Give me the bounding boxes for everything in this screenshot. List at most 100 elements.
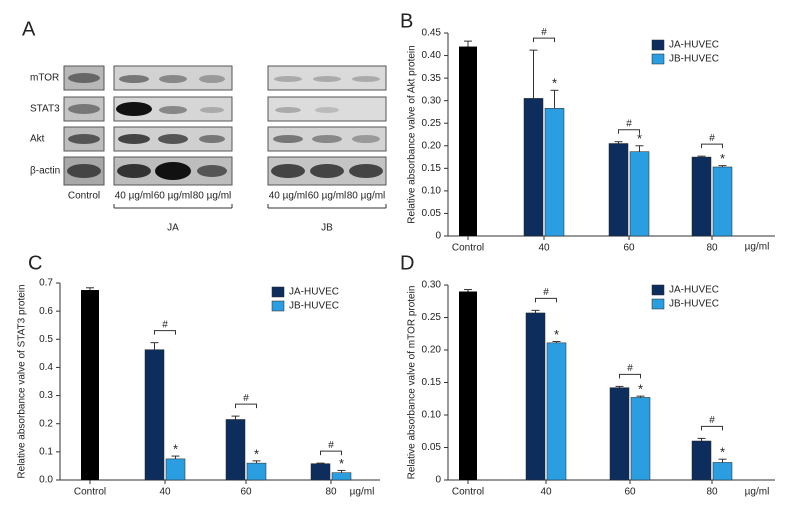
bar — [712, 462, 733, 481]
group-label: JA — [167, 223, 179, 234]
band — [199, 135, 225, 143]
lane-label: 40 µg/ml — [269, 191, 308, 202]
band — [197, 165, 227, 177]
y-tick-label: 0.25 — [422, 118, 442, 129]
band — [116, 102, 152, 116]
band — [200, 107, 224, 113]
x-tick-label: 60 — [623, 243, 635, 254]
y-tick-label: 0.15 — [422, 377, 442, 388]
row-label: Akt — [30, 134, 45, 145]
bar — [81, 290, 99, 480]
row-label: β-actin — [30, 166, 60, 177]
y-tick-label: 0.45 — [422, 28, 442, 39]
band — [352, 76, 380, 82]
y-axis-label: Relative absorbance valve of STAT3 prote… — [17, 284, 28, 478]
y-tick-label: 0.05 — [422, 208, 442, 219]
x-tick-label: 80 — [325, 487, 337, 498]
y-tick-label: 0.3 — [39, 390, 53, 401]
legend-swatch — [271, 286, 285, 298]
band — [68, 104, 100, 114]
bar — [608, 143, 629, 237]
band — [313, 76, 341, 82]
significance-mark: * — [720, 151, 725, 166]
bar — [609, 387, 630, 481]
row-label: STAT3 — [30, 104, 60, 115]
legend-swatch — [651, 298, 665, 310]
significance-mark: * — [254, 446, 259, 461]
pair-mark: # — [243, 393, 249, 404]
y-tick-label: 0.30 — [422, 95, 442, 106]
x-tick-label: 80 — [706, 487, 718, 498]
band — [199, 75, 225, 83]
row-label: mTOR — [30, 73, 59, 84]
band — [68, 73, 100, 83]
y-tick-label: 0.05 — [422, 442, 442, 453]
y-tick-label: 0.20 — [422, 140, 442, 151]
bar — [144, 349, 165, 481]
band — [315, 107, 339, 113]
y-tick-label: 0 — [435, 231, 441, 242]
x-tick-label: 80 — [706, 243, 718, 254]
pair-mark: # — [709, 415, 715, 426]
band — [118, 134, 150, 144]
significance-mark: * — [173, 442, 178, 457]
pair-mark: # — [328, 440, 334, 451]
bar — [544, 108, 565, 237]
y-tick-label: 0.4 — [39, 362, 53, 373]
significance-mark: * — [720, 445, 725, 460]
x-tick-label: 60 — [624, 487, 636, 498]
bar — [629, 151, 650, 237]
legend-label: JA-HUVEC — [669, 40, 719, 51]
band — [68, 134, 100, 144]
pair-bracket — [701, 425, 723, 431]
bar — [165, 458, 186, 481]
pair-bracket — [535, 297, 557, 303]
x-tick-label: 40 — [538, 243, 550, 254]
x-unit: µg/ml — [745, 242, 770, 253]
lane-label: 60 µg/ml — [154, 191, 193, 202]
y-axis-label: Relative absorbance valve of mTOR protei… — [407, 286, 418, 480]
pair-mark: # — [627, 363, 633, 374]
pair-bracket — [154, 330, 176, 335]
band — [310, 164, 344, 178]
legend-swatch — [651, 39, 665, 51]
significance-mark: * — [339, 456, 344, 471]
legend-label: JB-HUVEC — [669, 299, 719, 310]
y-tick-label: 0.10 — [422, 186, 442, 197]
pair-bracket — [320, 450, 342, 456]
band — [275, 107, 301, 113]
pair-bracket — [619, 373, 641, 379]
y-tick-label: 0.1 — [39, 446, 53, 457]
legend-label: JB-HUVEC — [289, 301, 339, 312]
bar — [246, 462, 267, 481]
x-unit: µg/ml — [350, 487, 375, 498]
bar — [459, 46, 477, 237]
y-tick-label: 0.0 — [39, 475, 53, 486]
band — [159, 75, 187, 83]
pair-bracket — [701, 143, 723, 149]
lane-label: 40 µg/ml — [115, 191, 154, 202]
bar — [712, 166, 733, 237]
pair-mark: # — [543, 287, 549, 298]
y-tick-label: 0 — [435, 475, 441, 486]
x-unit: µg/ml — [745, 487, 770, 498]
panel-letter: A — [22, 18, 36, 40]
lane-label: 80 µg/ml — [193, 191, 232, 202]
band — [67, 164, 101, 178]
legend-swatch — [651, 284, 665, 296]
x-tick-label: 40 — [159, 487, 171, 498]
significance-mark: * — [554, 327, 559, 342]
y-tick-label: 0.35 — [422, 73, 442, 84]
panel-letter: D — [400, 252, 414, 274]
pair-mark: # — [709, 133, 715, 144]
y-tick-label: 0.30 — [422, 280, 442, 291]
y-axis-label: Relative absorbance valve of Akt protein — [407, 45, 418, 223]
band — [158, 134, 188, 144]
blots — [63, 65, 387, 209]
bar — [691, 156, 712, 237]
y-tick-label: 0.15 — [422, 163, 442, 174]
legend-label: JA-HUVEC — [289, 287, 339, 298]
y-tick-label: 0.5 — [39, 334, 53, 345]
y-tick-label: 0.20 — [422, 345, 442, 356]
